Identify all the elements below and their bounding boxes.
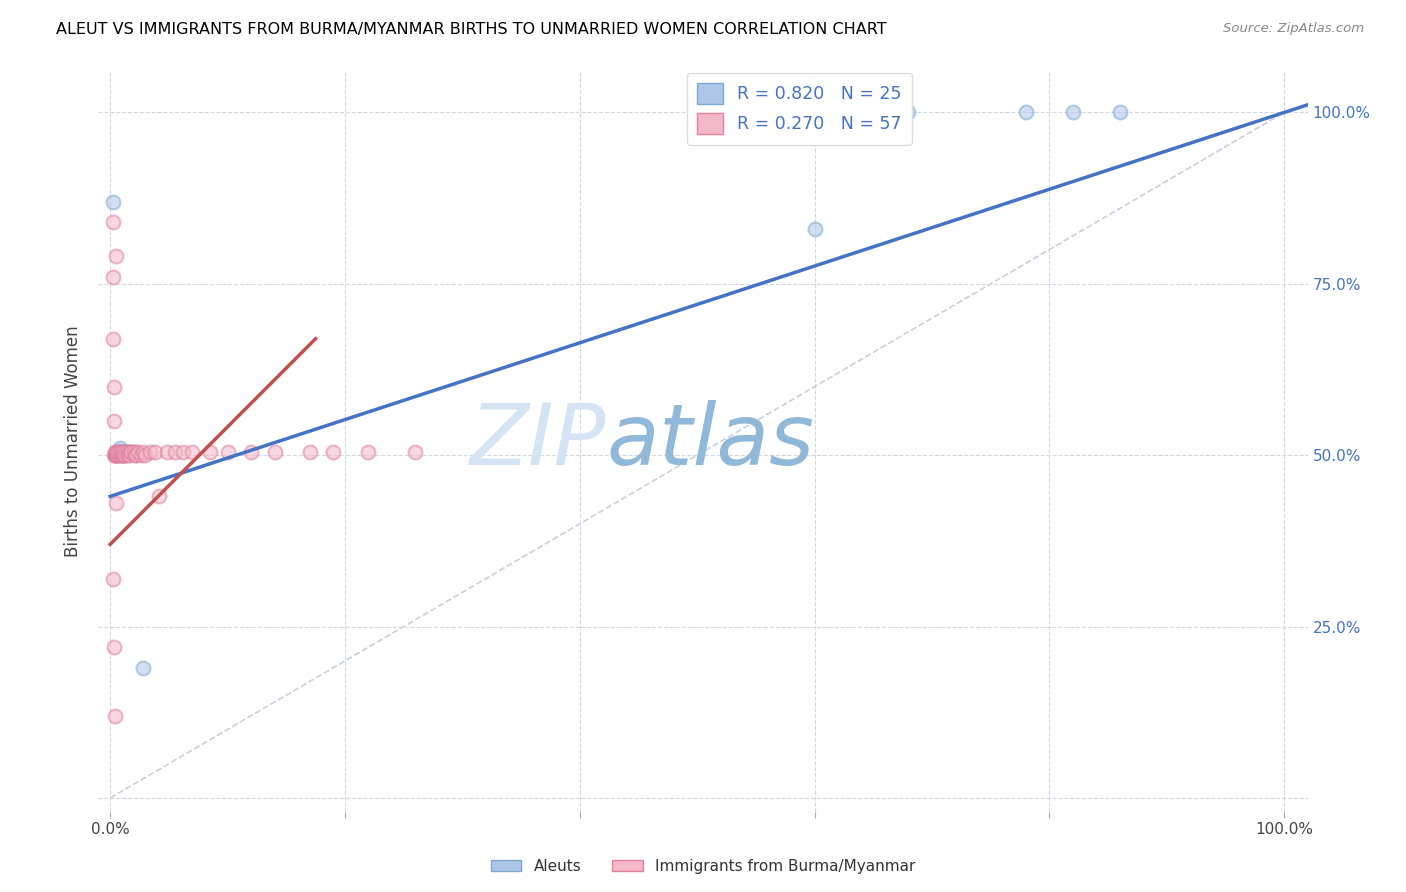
Point: [120, 445, 142, 459]
Point: [721, 105, 744, 120]
Point: [298, 445, 321, 459]
Point: [124, 448, 146, 462]
Point: [111, 448, 134, 462]
Point: [118, 445, 141, 459]
Legend: R = 0.820   N = 25, R = 0.270   N = 57: R = 0.820 N = 25, R = 0.270 N = 57: [686, 72, 912, 145]
Point: [125, 445, 148, 459]
Point: [125, 448, 148, 462]
Point: [105, 448, 128, 462]
Point: [181, 445, 204, 459]
Point: [115, 445, 138, 459]
Point: [108, 445, 131, 459]
Point: [105, 445, 128, 459]
Point: [122, 445, 145, 459]
Point: [120, 445, 142, 459]
Point: [112, 448, 135, 462]
Point: [105, 445, 128, 459]
Point: [738, 105, 761, 120]
Point: [111, 445, 134, 459]
Point: [105, 448, 128, 462]
Point: [803, 222, 825, 236]
Point: [103, 380, 125, 394]
Point: [112, 448, 135, 462]
Point: [104, 445, 127, 459]
Text: atlas: atlas: [606, 400, 814, 483]
Point: [107, 445, 129, 459]
Point: [404, 445, 426, 459]
Point: [107, 445, 129, 459]
Point: [117, 448, 139, 462]
Point: [163, 445, 186, 459]
Point: [139, 445, 162, 459]
Point: [101, 270, 124, 285]
Point: [114, 448, 136, 462]
Point: [120, 445, 142, 459]
Point: [114, 445, 136, 459]
Point: [101, 332, 124, 346]
Point: [101, 572, 124, 586]
Point: [108, 442, 131, 456]
Point: [132, 661, 155, 675]
Point: [134, 448, 156, 462]
Point: [105, 250, 128, 264]
Point: [103, 414, 125, 428]
Point: [322, 445, 344, 459]
Point: [357, 445, 380, 459]
Point: [101, 215, 124, 229]
Point: [198, 445, 221, 459]
Point: [897, 105, 920, 120]
Point: [110, 445, 132, 459]
Point: [105, 496, 128, 510]
Point: [115, 445, 138, 459]
Point: [686, 105, 709, 120]
Point: [104, 708, 127, 723]
Point: [110, 448, 132, 462]
Point: [1108, 105, 1130, 120]
Point: [103, 448, 125, 462]
Point: [132, 445, 155, 459]
Text: ALEUT VS IMMIGRANTS FROM BURMA/MYANMAR BIRTHS TO UNMARRIED WOMEN CORRELATION CHA: ALEUT VS IMMIGRANTS FROM BURMA/MYANMAR B…: [56, 22, 887, 37]
Point: [155, 445, 177, 459]
Point: [112, 445, 135, 459]
Point: [104, 448, 127, 462]
Point: [240, 445, 263, 459]
Point: [101, 194, 124, 209]
Point: [112, 445, 135, 459]
Point: [148, 489, 170, 503]
Point: [217, 445, 239, 459]
Point: [172, 445, 194, 459]
Text: ZIP: ZIP: [470, 400, 606, 483]
Point: [129, 448, 152, 462]
Point: [143, 445, 166, 459]
Y-axis label: Births to Unmarried Women: Births to Unmarried Women: [65, 326, 83, 558]
Point: [110, 445, 132, 459]
Point: [127, 445, 149, 459]
Point: [733, 105, 755, 120]
Point: [105, 448, 128, 462]
Point: [1062, 105, 1084, 120]
Point: [263, 445, 285, 459]
Point: [118, 448, 141, 462]
Point: [104, 448, 127, 462]
Point: [727, 105, 749, 120]
Point: [103, 640, 125, 655]
Point: [108, 448, 131, 462]
Point: [1015, 105, 1038, 120]
Point: [107, 448, 129, 462]
Point: [112, 448, 135, 462]
Point: [111, 445, 134, 459]
Legend: Aleuts, Immigrants from Burma/Myanmar: Aleuts, Immigrants from Burma/Myanmar: [485, 853, 921, 880]
Point: [710, 105, 733, 120]
Text: Source: ZipAtlas.com: Source: ZipAtlas.com: [1223, 22, 1364, 36]
